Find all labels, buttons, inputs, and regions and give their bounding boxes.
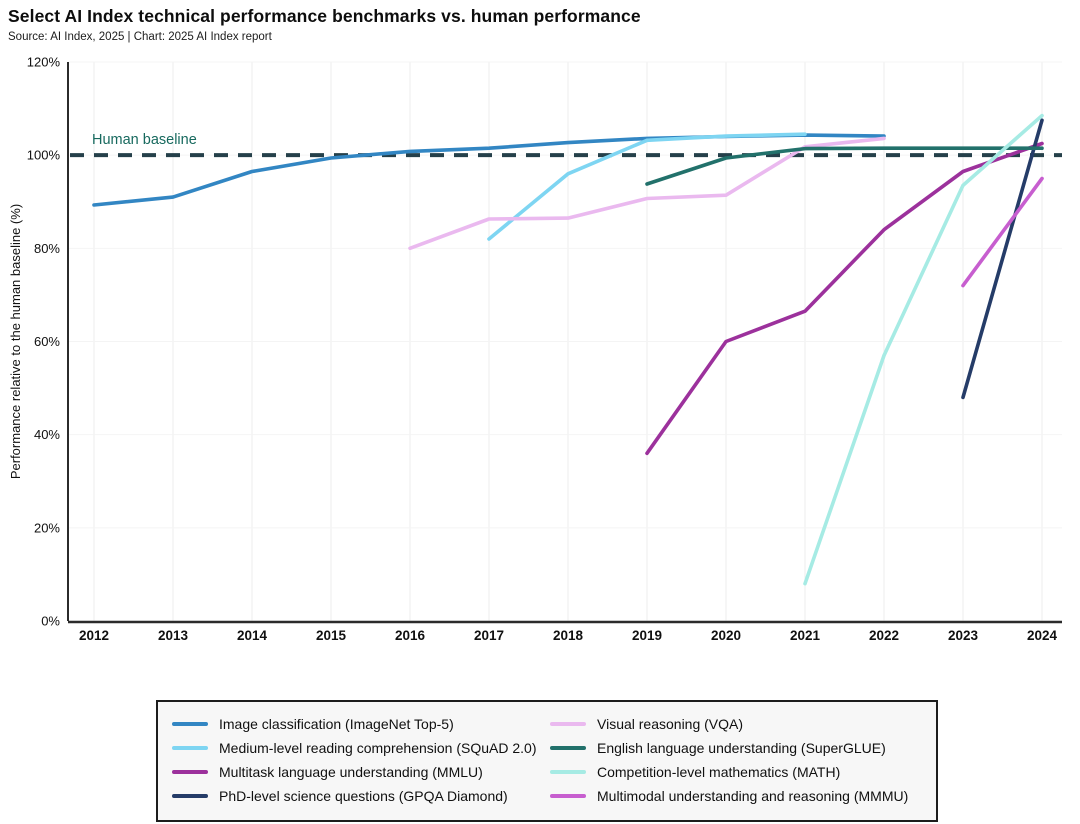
legend-line-swatch: [550, 770, 586, 774]
x-tick-label: 2024: [1027, 628, 1058, 643]
x-tick-label: 2023: [948, 628, 979, 643]
x-tick-label: 2012: [79, 628, 109, 643]
y-tick-label: 20%: [34, 520, 60, 535]
legend-label: Visual reasoning (VQA): [597, 716, 744, 732]
x-tick-label: 2022: [869, 628, 899, 643]
series-line: [961, 176, 1044, 288]
legend-label: Competition-level mathematics (MATH): [597, 764, 841, 780]
human-baseline-label: Human baseline: [92, 132, 197, 148]
x-tick-label: 2013: [158, 628, 189, 643]
legend-item: Image classification (ImageNet Top-5): [172, 716, 544, 732]
legend-item: PhD-level science questions (GPQA Diamon…: [172, 788, 544, 804]
x-tick-label: 2018: [553, 628, 584, 643]
x-tick-label: 2021: [790, 628, 821, 643]
legend-label: Multimodal understanding and reasoning (…: [597, 788, 909, 804]
legend-item: Competition-level mathematics (MATH): [550, 764, 922, 780]
chart-legend: Image classification (ImageNet Top-5) Med…: [156, 700, 938, 822]
legend-label: English language understanding (SuperGLU…: [597, 740, 886, 756]
series-line: [961, 118, 1044, 400]
source-caption: Source: AI Index, 2025 | Chart: 2025 AI …: [8, 31, 272, 43]
legend-label: Multitask language understanding (MMLU): [219, 764, 483, 780]
series-line: [645, 141, 1044, 456]
y-tick-label: 60%: [34, 334, 60, 349]
legend-line-swatch: [550, 746, 586, 750]
legend-line-swatch: [550, 794, 586, 798]
legend-line-swatch: [172, 770, 208, 774]
y-tick-label: 0%: [41, 614, 60, 629]
x-tick-label: 2017: [474, 628, 504, 643]
y-tick-label: 120%: [27, 55, 61, 70]
legend-item: Visual reasoning (VQA): [550, 716, 922, 732]
legend-label: PhD-level science questions (GPQA Diamon…: [219, 788, 508, 804]
page-title: Select AI Index technical performance be…: [8, 6, 641, 26]
legend-item: Multimodal understanding and reasoning (…: [550, 788, 922, 804]
legend-line-swatch: [172, 794, 208, 798]
y-tick-label: 40%: [34, 427, 60, 442]
legend-line-swatch: [172, 746, 208, 750]
x-tick-label: 2014: [237, 628, 268, 643]
legend-item: Multitask language understanding (MMLU): [172, 764, 544, 780]
y-tick-label: 80%: [34, 241, 60, 256]
line-chart: 0% 20% 40% 60% 80% 100% 120% 2012 2013 2014 2015 20…: [8, 55, 1062, 643]
series-line: [487, 132, 807, 241]
legend-line-swatch: [550, 722, 586, 726]
legend-label: Image classification (ImageNet Top-5): [219, 716, 454, 732]
y-tick-label: 100%: [27, 148, 61, 163]
legend-line-swatch: [172, 722, 208, 726]
legend-item: Medium-level reading comprehension (SQuA…: [172, 740, 544, 756]
legend-label: Medium-level reading comprehension (SQuA…: [219, 740, 537, 756]
legend-item: English language understanding (SuperGLU…: [550, 740, 922, 756]
y-axis-title: Performance relative to the human baseli…: [8, 204, 23, 479]
x-tick-label: 2016: [395, 628, 426, 643]
x-tick-label: 2019: [632, 628, 662, 643]
series-line: [803, 113, 1044, 586]
chart-canvas: 0% 20% 40% 60% 80% 100% 120% 2012 2013 2014 2015 20…: [8, 55, 1062, 643]
series-line: [645, 146, 1044, 186]
x-tick-label: 2015: [316, 628, 347, 643]
x-tick-label: 2020: [711, 628, 741, 643]
